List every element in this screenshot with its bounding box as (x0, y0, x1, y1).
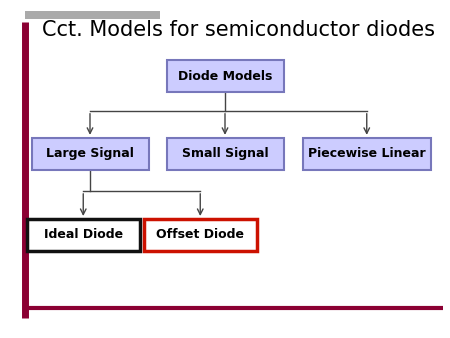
FancyBboxPatch shape (144, 219, 256, 251)
FancyBboxPatch shape (166, 138, 284, 170)
Text: Diode Models: Diode Models (178, 70, 272, 82)
Text: Piecewise Linear: Piecewise Linear (308, 147, 426, 160)
Text: Offset Diode: Offset Diode (156, 228, 244, 241)
Text: Cct. Models for semiconductor diodes: Cct. Models for semiconductor diodes (42, 20, 435, 41)
FancyBboxPatch shape (302, 138, 431, 170)
Text: Large Signal: Large Signal (46, 147, 134, 160)
Text: Ideal Diode: Ideal Diode (44, 228, 123, 241)
Text: Small Signal: Small Signal (182, 147, 268, 160)
FancyBboxPatch shape (25, 11, 160, 19)
FancyBboxPatch shape (32, 138, 148, 170)
FancyBboxPatch shape (27, 219, 140, 251)
FancyBboxPatch shape (166, 60, 284, 92)
